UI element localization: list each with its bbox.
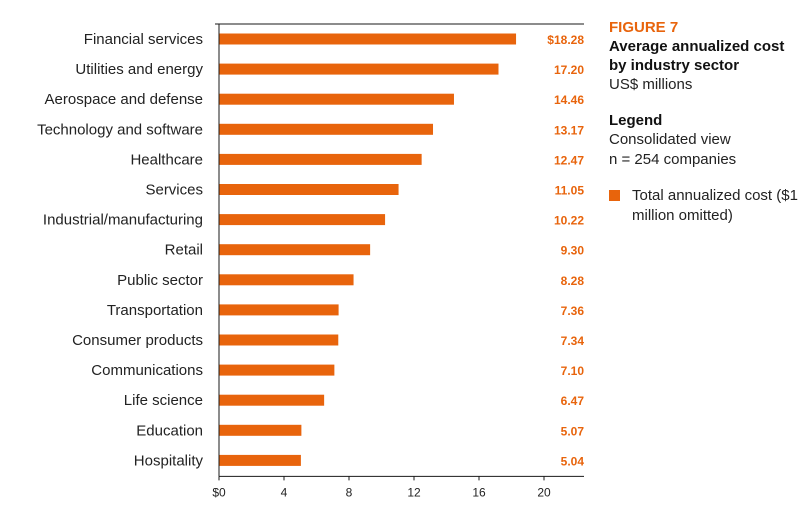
value-label: 7.10 bbox=[561, 364, 585, 378]
legend-line: n = 254 companies bbox=[609, 151, 737, 168]
axes: $0 4 8 12 16 20 bbox=[212, 23, 584, 499]
category-label: Hospitality bbox=[134, 452, 204, 469]
figure-title: Average annualized cost by industry sect… bbox=[609, 38, 785, 74]
value-label: 10.22 bbox=[554, 214, 584, 228]
category-label: Services bbox=[145, 182, 203, 199]
category-label: Aerospace and defense bbox=[45, 91, 203, 108]
value-label: $18.28 bbox=[547, 33, 584, 47]
category-label: Financial services bbox=[84, 31, 203, 48]
category-label: Retail bbox=[165, 242, 203, 259]
value-label: 5.07 bbox=[561, 424, 585, 438]
x-tick-label: 20 bbox=[537, 485, 551, 499]
bar bbox=[219, 424, 302, 436]
value-labels: $18.28 17.20 14.46 13.17 12.47 11.05 10.22 9.30… bbox=[547, 33, 584, 468]
category-label: Communications bbox=[91, 362, 203, 379]
value-label: 12.47 bbox=[554, 153, 584, 167]
bar bbox=[219, 184, 399, 195]
category-label: Life science bbox=[124, 392, 203, 409]
bar bbox=[219, 63, 499, 75]
figure-subtitle: US$ millions bbox=[609, 76, 693, 93]
value-label: 13.17 bbox=[554, 123, 584, 137]
bar bbox=[219, 33, 517, 45]
figure-panel: FIGURE 7 Average annualized cost by indu… bbox=[609, 18, 801, 226]
value-label: 9.30 bbox=[561, 244, 585, 258]
bar bbox=[219, 244, 371, 256]
category-labels: Financial services Utilities and energy Ae… bbox=[37, 31, 203, 469]
category-label: Consumer products bbox=[72, 332, 203, 349]
bar bbox=[219, 364, 335, 376]
value-label: 14.46 bbox=[554, 93, 584, 107]
bar bbox=[219, 454, 301, 466]
value-label: 7.34 bbox=[561, 334, 585, 348]
bar bbox=[219, 153, 422, 165]
value-label: 17.20 bbox=[554, 63, 584, 77]
legend-item-label: Total annualized cost ($1 million omitte… bbox=[632, 187, 798, 224]
bar-chart: Financial services Utilities and energy Ae… bbox=[37, 23, 584, 499]
category-label: Utilities and energy bbox=[75, 61, 203, 78]
x-tick-label: 4 bbox=[281, 485, 288, 499]
x-tick-label: 8 bbox=[346, 485, 353, 499]
value-label: 7.36 bbox=[561, 304, 585, 318]
category-label: Technology and software bbox=[37, 121, 203, 138]
x-tick-label: 16 bbox=[472, 485, 486, 499]
bar bbox=[219, 394, 325, 406]
category-label: Healthcare bbox=[130, 151, 203, 168]
bar bbox=[219, 334, 339, 346]
legend-line: Consolidated view bbox=[609, 131, 731, 148]
x-tick-label: $0 bbox=[212, 485, 226, 499]
category-label: Education bbox=[136, 422, 203, 439]
bar bbox=[219, 274, 354, 286]
value-label: 5.04 bbox=[561, 454, 585, 468]
bar bbox=[219, 93, 454, 105]
legend-heading: Legend bbox=[609, 112, 663, 129]
bar bbox=[219, 214, 386, 226]
x-tick-label: 12 bbox=[407, 485, 421, 499]
bar bbox=[219, 123, 434, 135]
figure-label: FIGURE 7 bbox=[609, 19, 679, 36]
legend-swatch bbox=[609, 190, 620, 201]
category-label: Public sector bbox=[117, 272, 203, 289]
bars bbox=[219, 33, 517, 466]
legend-item: Total annualized cost ($1 million omitte… bbox=[609, 186, 801, 226]
value-label: 8.28 bbox=[561, 274, 585, 288]
value-label: 6.47 bbox=[561, 394, 585, 408]
bar bbox=[219, 304, 339, 316]
category-label: Transportation bbox=[107, 302, 203, 319]
category-label: Industrial/manufacturing bbox=[43, 212, 203, 229]
value-label: 11.05 bbox=[555, 184, 585, 198]
